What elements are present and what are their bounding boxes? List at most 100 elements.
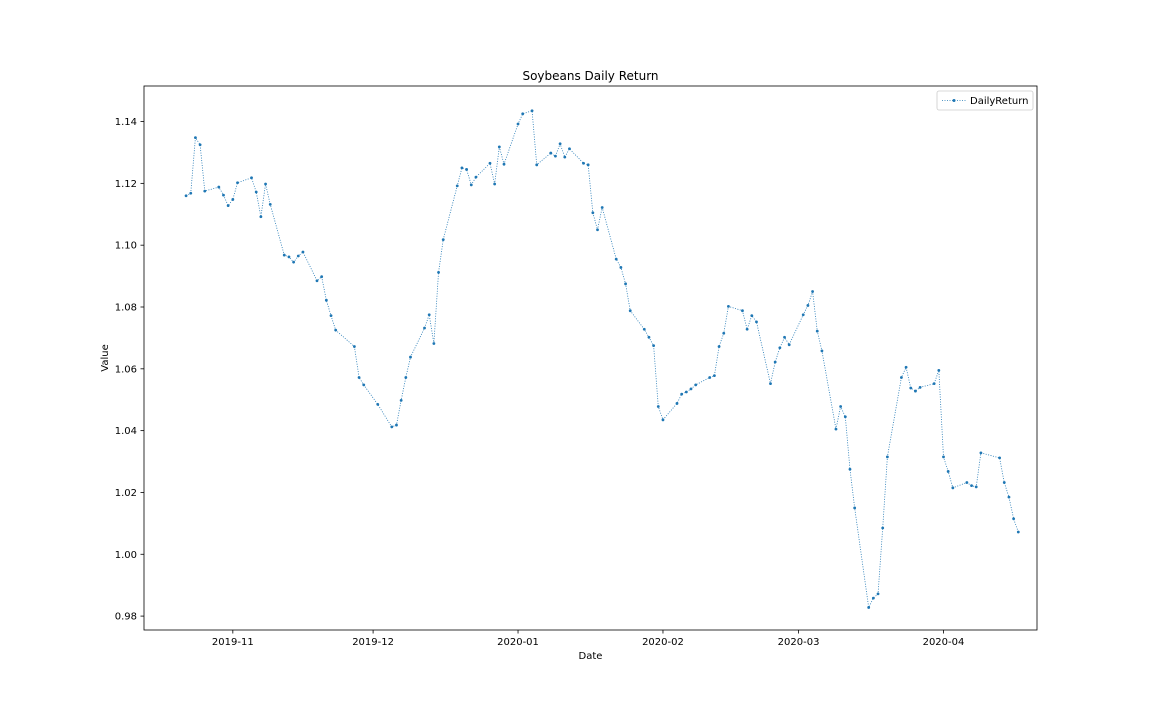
data-point xyxy=(399,398,403,402)
data-point xyxy=(661,418,665,422)
data-point xyxy=(979,451,983,455)
data-point xyxy=(596,228,599,232)
data-point xyxy=(301,250,305,254)
data-point xyxy=(647,335,651,339)
data-point xyxy=(727,304,730,308)
x-axis-label: Date xyxy=(579,651,603,662)
data-point xyxy=(914,389,917,393)
data-point xyxy=(946,470,950,473)
data-point xyxy=(1016,530,1020,534)
data-point xyxy=(502,162,506,166)
data-point xyxy=(296,254,300,258)
data-point xyxy=(834,427,838,431)
legend-box xyxy=(936,90,1034,111)
data-point xyxy=(750,314,754,318)
data-point xyxy=(226,204,230,208)
data-point xyxy=(708,376,712,379)
data-point xyxy=(231,198,235,201)
data-point xyxy=(497,145,501,149)
data-point xyxy=(516,122,520,126)
data-point xyxy=(189,191,193,195)
data-point xyxy=(965,481,969,484)
data-point xyxy=(427,313,431,317)
y-tick-label: 1.10 xyxy=(115,241,137,252)
data-point xyxy=(460,166,464,170)
legend: DailyReturn xyxy=(936,90,1034,111)
data-point xyxy=(881,526,885,530)
x-tick-label: 2020-02 xyxy=(642,637,684,648)
data-point xyxy=(558,142,562,146)
data-point xyxy=(745,327,749,331)
data-point xyxy=(885,455,889,459)
data-point xyxy=(600,206,604,209)
plot-frame xyxy=(143,85,1038,631)
data-point xyxy=(582,161,585,165)
data-point xyxy=(619,266,623,269)
data-point xyxy=(656,405,660,408)
data-point xyxy=(194,136,197,140)
data-point xyxy=(455,184,459,188)
data-point xyxy=(680,392,684,396)
data-point xyxy=(642,327,646,331)
y-axis: 0.98 1.00 1.02 1.04 1.06 1.08 1.10 1.12 1.14 xyxy=(115,117,144,623)
data-point xyxy=(848,467,852,471)
data-point xyxy=(769,382,772,386)
data-point xyxy=(549,151,553,155)
data-point xyxy=(315,279,319,283)
data-point xyxy=(329,314,333,318)
data-point xyxy=(900,376,903,379)
data-point xyxy=(652,344,656,348)
data-point xyxy=(839,405,843,408)
data-point xyxy=(951,486,955,490)
data-point xyxy=(783,335,786,339)
data-point xyxy=(918,385,922,389)
data-point xyxy=(563,155,567,159)
x-tick-label: 2019-12 xyxy=(352,637,394,648)
data-point xyxy=(843,415,847,419)
data-point xyxy=(801,313,805,317)
data-point xyxy=(236,181,239,185)
data-point xyxy=(684,390,688,394)
y-tick-label: 1.12 xyxy=(115,179,137,190)
data-point xyxy=(530,109,534,113)
data-point xyxy=(778,346,782,350)
legend-marker xyxy=(952,99,956,102)
data-point xyxy=(469,183,473,187)
y-tick-label: 1.00 xyxy=(115,550,137,561)
data-point xyxy=(521,112,525,116)
data-point xyxy=(203,189,207,193)
data-point xyxy=(624,282,627,286)
data-point xyxy=(404,376,408,379)
data-point xyxy=(465,168,468,171)
data-point xyxy=(815,329,819,333)
data-point xyxy=(437,270,440,274)
data-point xyxy=(974,485,978,489)
data-point xyxy=(554,154,557,158)
data-point xyxy=(395,423,398,427)
data-point xyxy=(423,326,426,330)
data-point xyxy=(904,365,908,369)
y-tick-label: 1.14 xyxy=(115,117,137,128)
data-point xyxy=(820,349,824,353)
data-point xyxy=(357,376,361,379)
data-point xyxy=(259,215,263,219)
data-point xyxy=(488,161,492,165)
x-tick-label: 2020-01 xyxy=(497,637,539,648)
data-point xyxy=(320,275,324,279)
legend-label: DailyReturn xyxy=(970,96,1029,107)
y-tick-label: 1.06 xyxy=(115,364,137,375)
data-point xyxy=(334,328,338,332)
plot-area xyxy=(144,86,1037,630)
data-point xyxy=(264,182,267,186)
data-point xyxy=(998,456,1001,460)
data-point xyxy=(722,331,726,335)
data-point xyxy=(937,368,941,372)
data-point xyxy=(811,290,814,293)
data-point xyxy=(568,147,571,151)
data-point xyxy=(694,383,698,387)
y-tick-label: 1.02 xyxy=(115,488,137,499)
data-point xyxy=(217,185,221,189)
data-point xyxy=(292,260,296,264)
data-point xyxy=(362,383,366,387)
data-point xyxy=(853,506,857,510)
